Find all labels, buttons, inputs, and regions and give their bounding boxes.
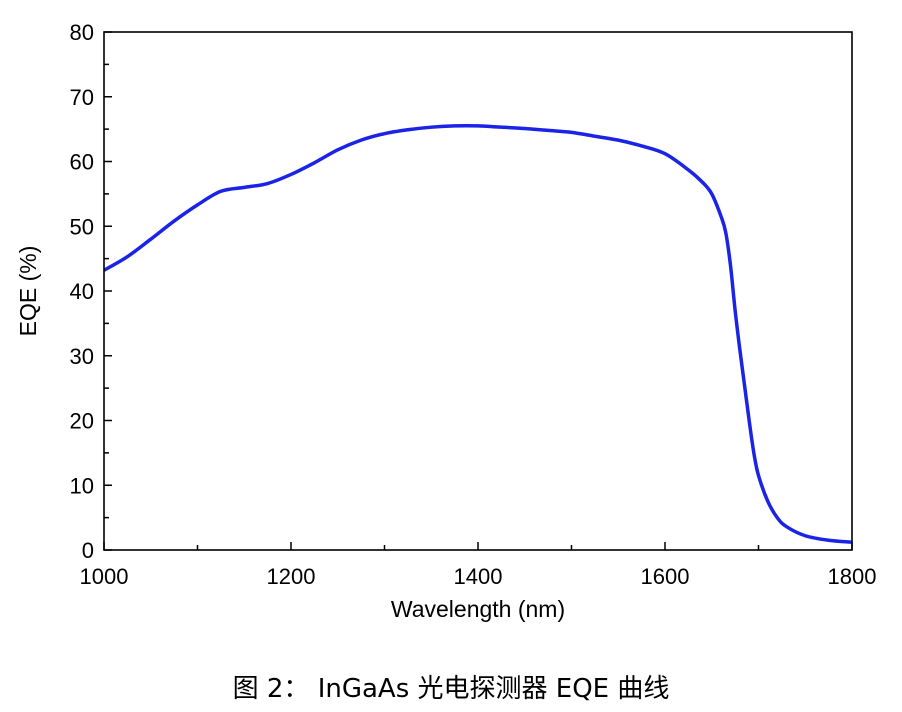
y-tick-label: 20: [70, 409, 94, 434]
x-tick-label: 1400: [454, 564, 503, 589]
y-tick-label: 50: [70, 214, 94, 239]
figure-caption: 图 2： InGaAs 光电探测器 EQE 曲线: [232, 674, 670, 704]
y-tick-label: 30: [70, 344, 94, 369]
y-tick-label: 10: [70, 473, 94, 498]
x-tick-label: 1600: [641, 564, 690, 589]
x-tick-label: 1000: [80, 564, 129, 589]
plot-frame: [103, 31, 853, 551]
y-axis-label: EQE (%): [15, 246, 41, 337]
x-axis-label: Wavelength (nm): [391, 596, 565, 622]
y-tick-label: 80: [70, 20, 94, 45]
x-tick-label: 1800: [828, 564, 877, 589]
y-tick-label: 0: [82, 538, 94, 563]
y-tick-label: 70: [70, 85, 94, 110]
eqe-curve: [103, 123, 853, 544]
y-tick-label: 40: [70, 279, 94, 304]
y-tick-label: 60: [70, 150, 94, 175]
x-tick-label: 1200: [267, 564, 316, 589]
